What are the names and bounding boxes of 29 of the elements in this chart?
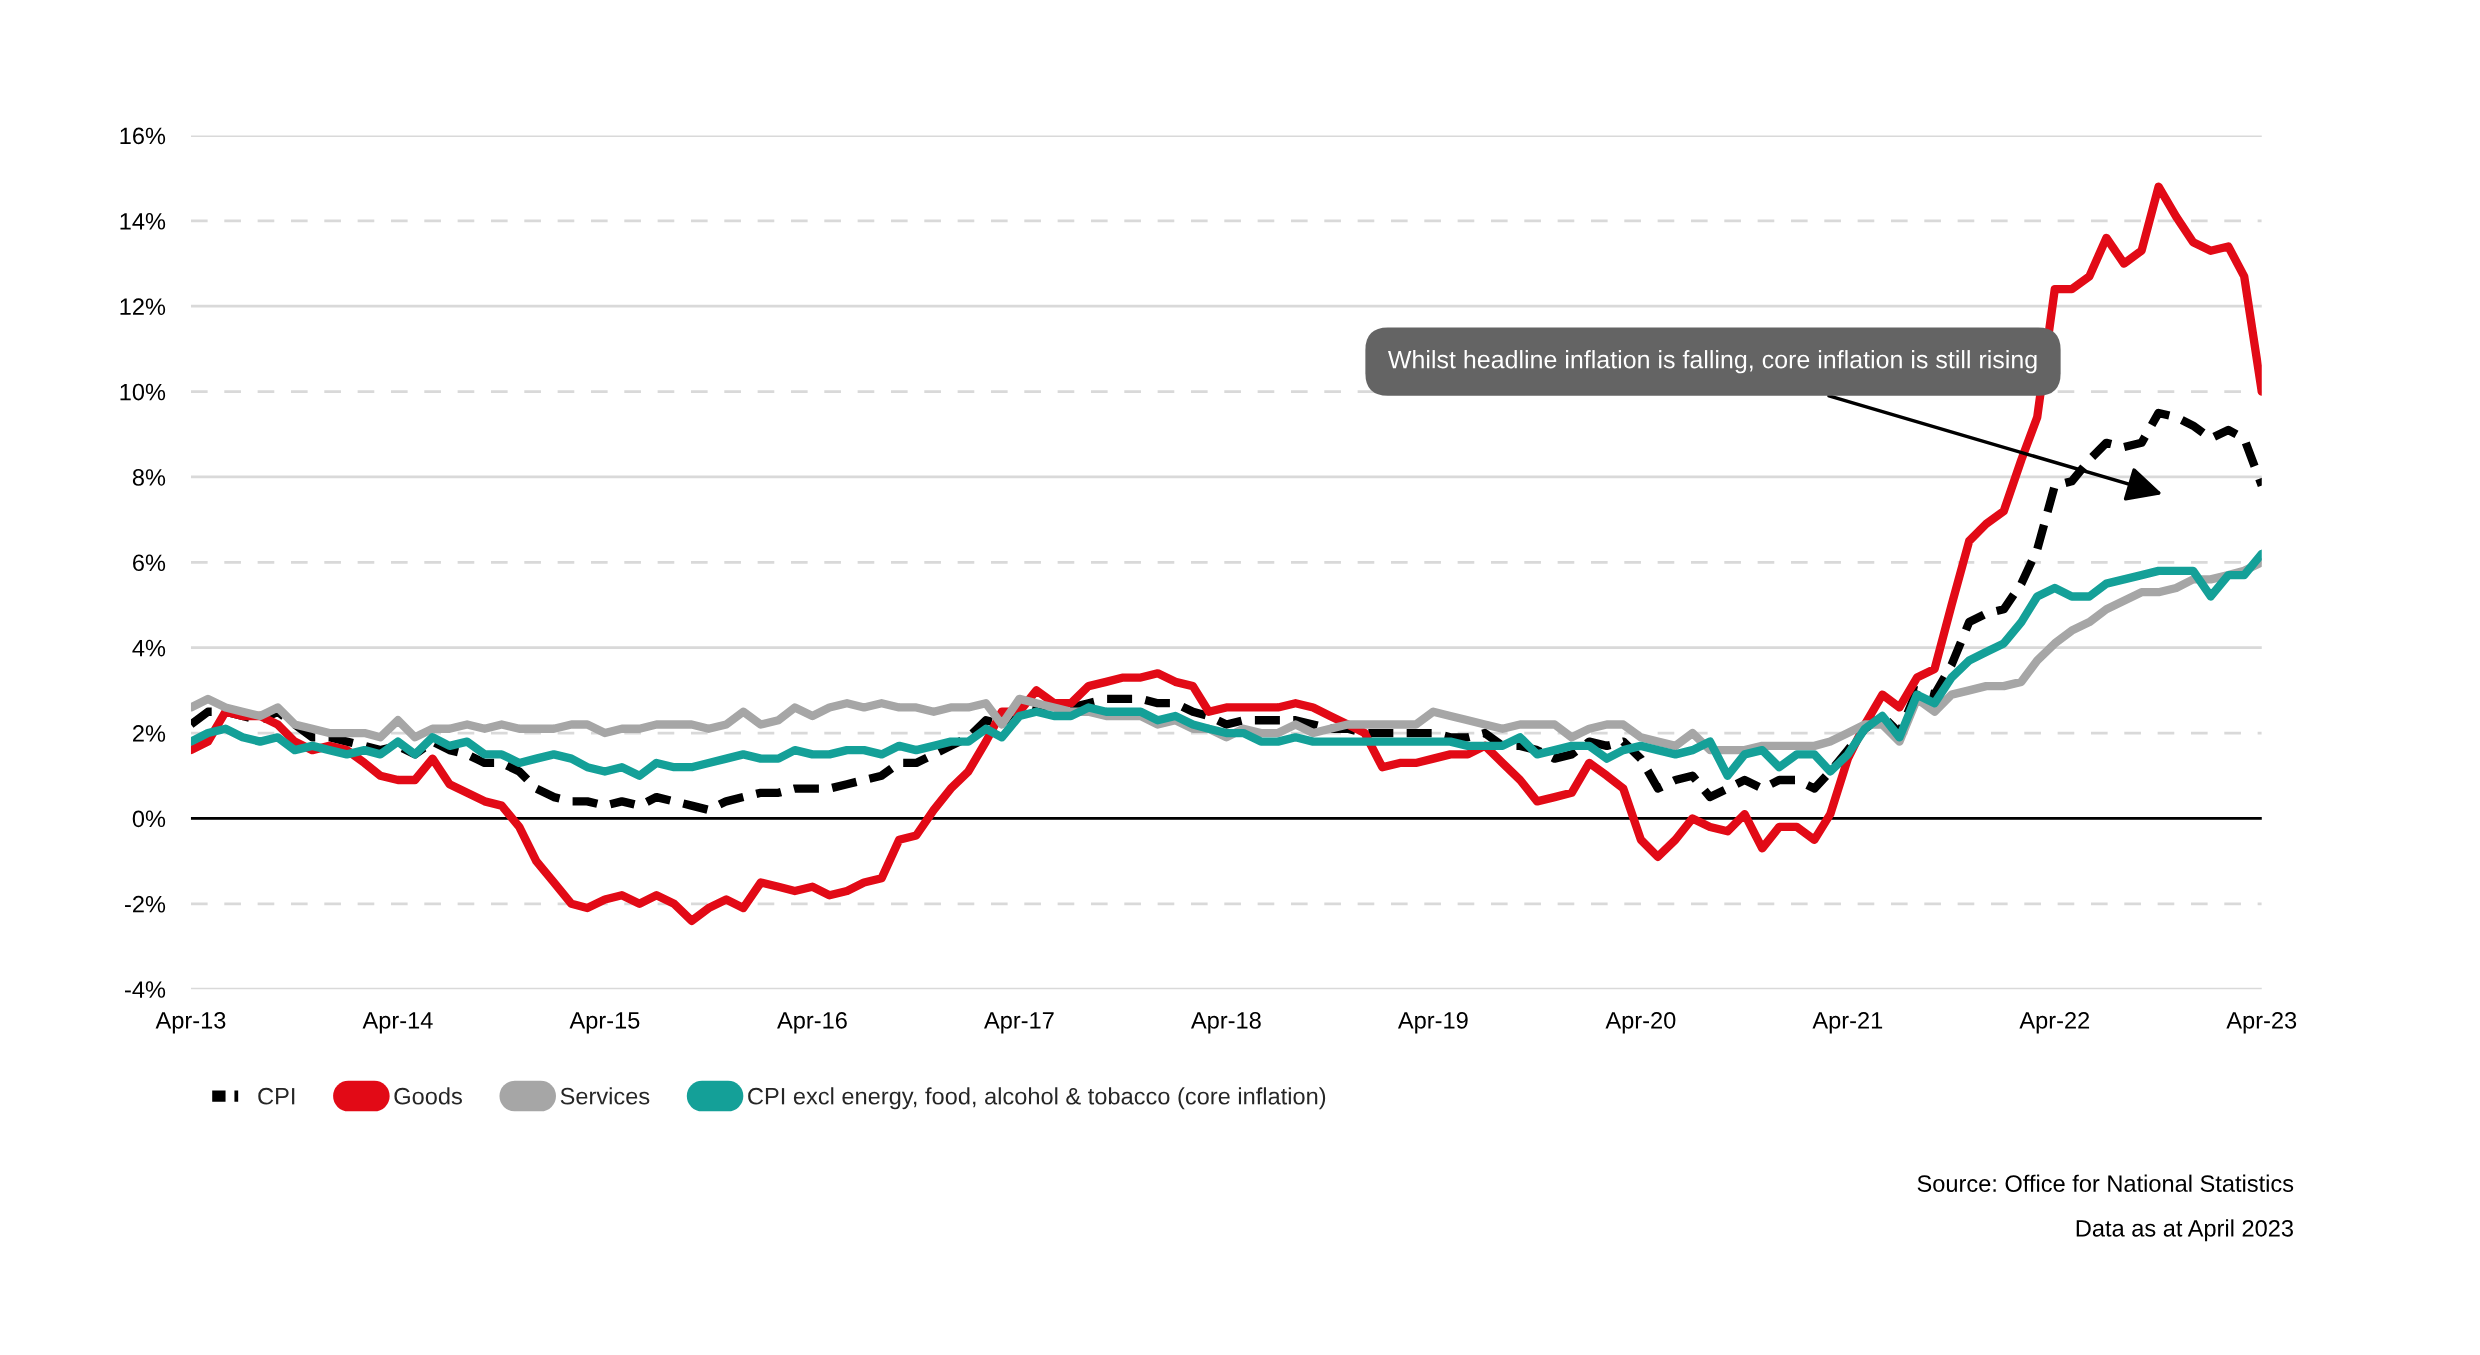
- y-tick-label: 16%: [120, 127, 166, 145]
- x-tick-label: Apr-21: [1812, 1012, 1883, 1034]
- y-tick-label: 10%: [120, 383, 166, 401]
- y-tick-label: 14%: [120, 213, 166, 230]
- x-tick-label: Apr-17: [984, 1012, 1054, 1034]
- x-tick-label: Apr-15: [569, 1012, 640, 1034]
- y-tick-label: 0%: [132, 810, 166, 828]
- source-note: Source: Office for National Statistics: [1917, 1174, 2294, 1192]
- legend-label: CPI: [258, 1087, 295, 1105]
- y-tick-label: 12%: [120, 298, 166, 315]
- x-tick-label: Apr-16: [777, 1012, 847, 1034]
- y-tick-label: 8%: [132, 469, 166, 486]
- legend-label: Services: [560, 1087, 650, 1105]
- x-tick-label: Apr-14: [362, 1012, 433, 1034]
- x-tick-label: Apr-19: [1397, 1012, 1468, 1034]
- x-tick-label: Apr-13: [155, 1012, 226, 1034]
- x-tick-label: Apr-22: [2019, 1012, 2090, 1034]
- y-tick-label: -2%: [125, 895, 166, 913]
- x-tick-label: Apr-18: [1190, 1012, 1261, 1034]
- x-tick-label: Apr-23: [2226, 1012, 2297, 1034]
- y-tick-label: 4%: [132, 639, 166, 657]
- y-tick-label: 2%: [133, 725, 166, 742]
- legend-label: CPI excl energy, food, alcohol & tobacco (core inflation): [748, 1087, 1326, 1110]
- legend-label: Goods: [394, 1087, 462, 1105]
- y-tick-label: -4%: [125, 981, 166, 998]
- x-tick-label: Apr-20: [1605, 1012, 1676, 1034]
- annotation: Whilst headline inflation is falling, core inflation is still rising: [1387, 350, 2037, 374]
- y-tick-label: 6%: [133, 554, 166, 572]
- text: Data as at April 2023: [2076, 1219, 2293, 1242]
